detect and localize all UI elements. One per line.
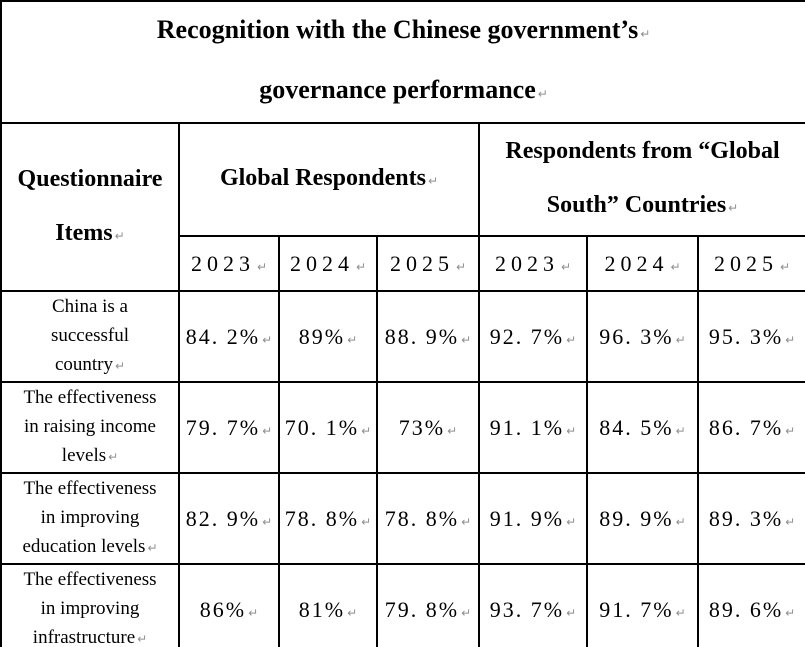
paragraph-mark-icon: ↵	[114, 359, 126, 373]
value-cell: 86% ↵	[178, 563, 280, 647]
value-cell: 91. 9% ↵	[478, 472, 588, 565]
table-row: The effectiveness in improving education…	[0, 472, 805, 565]
header-questionnaire-items: Questionnaire Items ↵	[0, 122, 180, 292]
paragraph-mark-icon: ↵	[785, 332, 796, 347]
year-header-south-2024: 2024 ↵	[586, 235, 699, 292]
title-line-2: governance performance ↵	[3, 62, 804, 121]
table-row: The effectiveness in raising income leve…	[0, 381, 805, 474]
table-title: Recognition with the Chinese government’…	[0, 0, 805, 124]
paragraph-mark-icon: ↵	[428, 174, 439, 188]
paragraph-mark-icon: ↵	[355, 259, 367, 274]
value-cell: 73% ↵	[376, 381, 480, 474]
value-cell: 96. 3% ↵	[586, 290, 699, 383]
year-header-south-2023: 2023 ↵	[478, 235, 588, 292]
global-respondents-label: Global Respondents ↵	[219, 165, 439, 191]
paragraph-mark-icon: ↵	[455, 259, 467, 274]
paragraph-mark-icon: ↵	[560, 259, 572, 274]
year-header-global-2025: 2025 ↵	[376, 235, 480, 292]
paragraph-mark-icon: ↵	[461, 605, 472, 620]
row-label: China is a successful country ↵	[0, 290, 180, 383]
paragraph-mark-icon: ↵	[566, 605, 577, 620]
value-cell: 92. 7% ↵	[478, 290, 588, 383]
header-global-respondents: Global Respondents ↵	[178, 122, 480, 237]
paragraph-mark-icon: ↵	[147, 541, 158, 555]
paragraph-mark-icon: ↵	[785, 514, 796, 529]
title-row: Recognition with the Chinese government’…	[0, 0, 805, 124]
year-header-row: 2023 ↵ 2024 ↵ 2025 ↵ 2023 ↵ 2024 ↵ 2025 ↵	[1, 235, 805, 292]
paragraph-mark-icon: ↵	[262, 332, 273, 347]
year-header-south-2025: 2025 ↵	[696, 235, 805, 292]
paragraph-mark-icon: ↵	[108, 450, 119, 464]
value-cell: 91. 7% ↵	[586, 563, 699, 647]
value-cell: 84. 5% ↵	[586, 381, 699, 474]
paragraph-mark-icon: ↵	[566, 423, 577, 438]
paragraph-mark-icon: ↵	[256, 259, 268, 274]
global-south-line-2: South” Countries ↵	[546, 192, 739, 218]
value-cell: 84. 2% ↵	[178, 290, 280, 383]
paragraph-mark-icon: ↵	[361, 423, 372, 438]
row-label: The effectiveness in raising income leve…	[0, 381, 180, 474]
paragraph-mark-icon: ↵	[566, 514, 577, 529]
value-cell: 89. 9% ↵	[586, 472, 699, 565]
value-cell: 78. 8% ↵	[376, 472, 480, 565]
global-south-line-1: Respondents from “Global	[505, 138, 780, 164]
paragraph-mark-icon: ↵	[675, 605, 686, 620]
value-cell: 89% ↵	[278, 290, 378, 383]
paragraph-mark-icon: ↵	[461, 332, 472, 347]
paragraph-mark-icon: ↵	[137, 632, 148, 646]
value-cell: 91. 1% ↵	[478, 381, 588, 474]
paragraph-mark-icon: ↵	[447, 423, 458, 438]
value-cell: 93. 7% ↵	[478, 563, 588, 647]
value-cell: 95. 3% ↵	[696, 290, 805, 383]
paragraph-mark-icon: ↵	[114, 228, 125, 243]
value-cell: 81% ↵	[278, 563, 378, 647]
value-cell: 86. 7% ↵	[696, 381, 805, 474]
value-cell: 70. 1% ↵	[278, 381, 378, 474]
header-global-south: Respondents from “Global South” Countrie…	[477, 122, 805, 237]
value-cell: 88. 9% ↵	[376, 290, 480, 383]
paragraph-mark-icon: ↵	[347, 332, 358, 347]
paragraph-mark-icon: ↵	[262, 514, 273, 529]
paragraph-mark-icon: ↵	[347, 605, 358, 620]
title-text-2: governance performance	[259, 75, 536, 104]
paragraph-mark-icon: ↵	[728, 201, 739, 215]
paragraph-mark-icon: ↵	[670, 259, 681, 274]
value-cell: 78. 8% ↵	[278, 472, 378, 565]
paragraph-mark-icon: ↵	[361, 514, 372, 529]
paragraph-mark-icon: ↵	[248, 605, 259, 620]
value-cell: 79. 8% ↵	[376, 563, 480, 647]
year-header-global-2023: 2023 ↵	[178, 235, 280, 292]
questionnaire-line-2: Items ↵	[55, 219, 125, 246]
paragraph-mark-icon: ↵	[675, 332, 686, 347]
value-cell: 82. 9% ↵	[178, 472, 280, 565]
paragraph-mark-icon: ↵	[675, 514, 686, 529]
title-text-1: Recognition with the Chinese government’…	[156, 15, 639, 44]
value-cell: 89. 6% ↵	[696, 563, 805, 647]
paragraph-mark-icon: ↵	[537, 87, 548, 101]
paragraph-mark-icon: ↵	[675, 423, 686, 438]
row-label: The effectiveness in improving education…	[0, 472, 180, 565]
paragraph-mark-icon: ↵	[461, 514, 472, 529]
questionnaire-line-1: Questionnaire	[17, 165, 163, 192]
paragraph-mark-icon: ↵	[262, 423, 273, 438]
paragraph-mark-icon: ↵	[785, 605, 796, 620]
paragraph-mark-icon: ↵	[779, 259, 791, 274]
year-header-global-2024: 2024 ↵	[278, 235, 378, 292]
group-header-row: Questionnaire Items ↵ Global Respondents ↵…	[0, 122, 805, 292]
paragraph-mark-icon: ↵	[640, 27, 651, 41]
row-label: The effectiveness in improving infrastru…	[0, 563, 180, 647]
table-row: The effectiveness in improving infrastru…	[0, 563, 805, 647]
title-line-1: Recognition with the Chinese government’…	[3, 3, 804, 62]
value-cell: 89. 3% ↵	[696, 472, 805, 565]
value-cell: 79. 7% ↵	[178, 381, 280, 474]
table-row: China is a successful country ↵ 84. 2% ↵ 8…	[0, 290, 805, 383]
paragraph-mark-icon: ↵	[785, 423, 796, 438]
paragraph-mark-icon: ↵	[566, 332, 577, 347]
